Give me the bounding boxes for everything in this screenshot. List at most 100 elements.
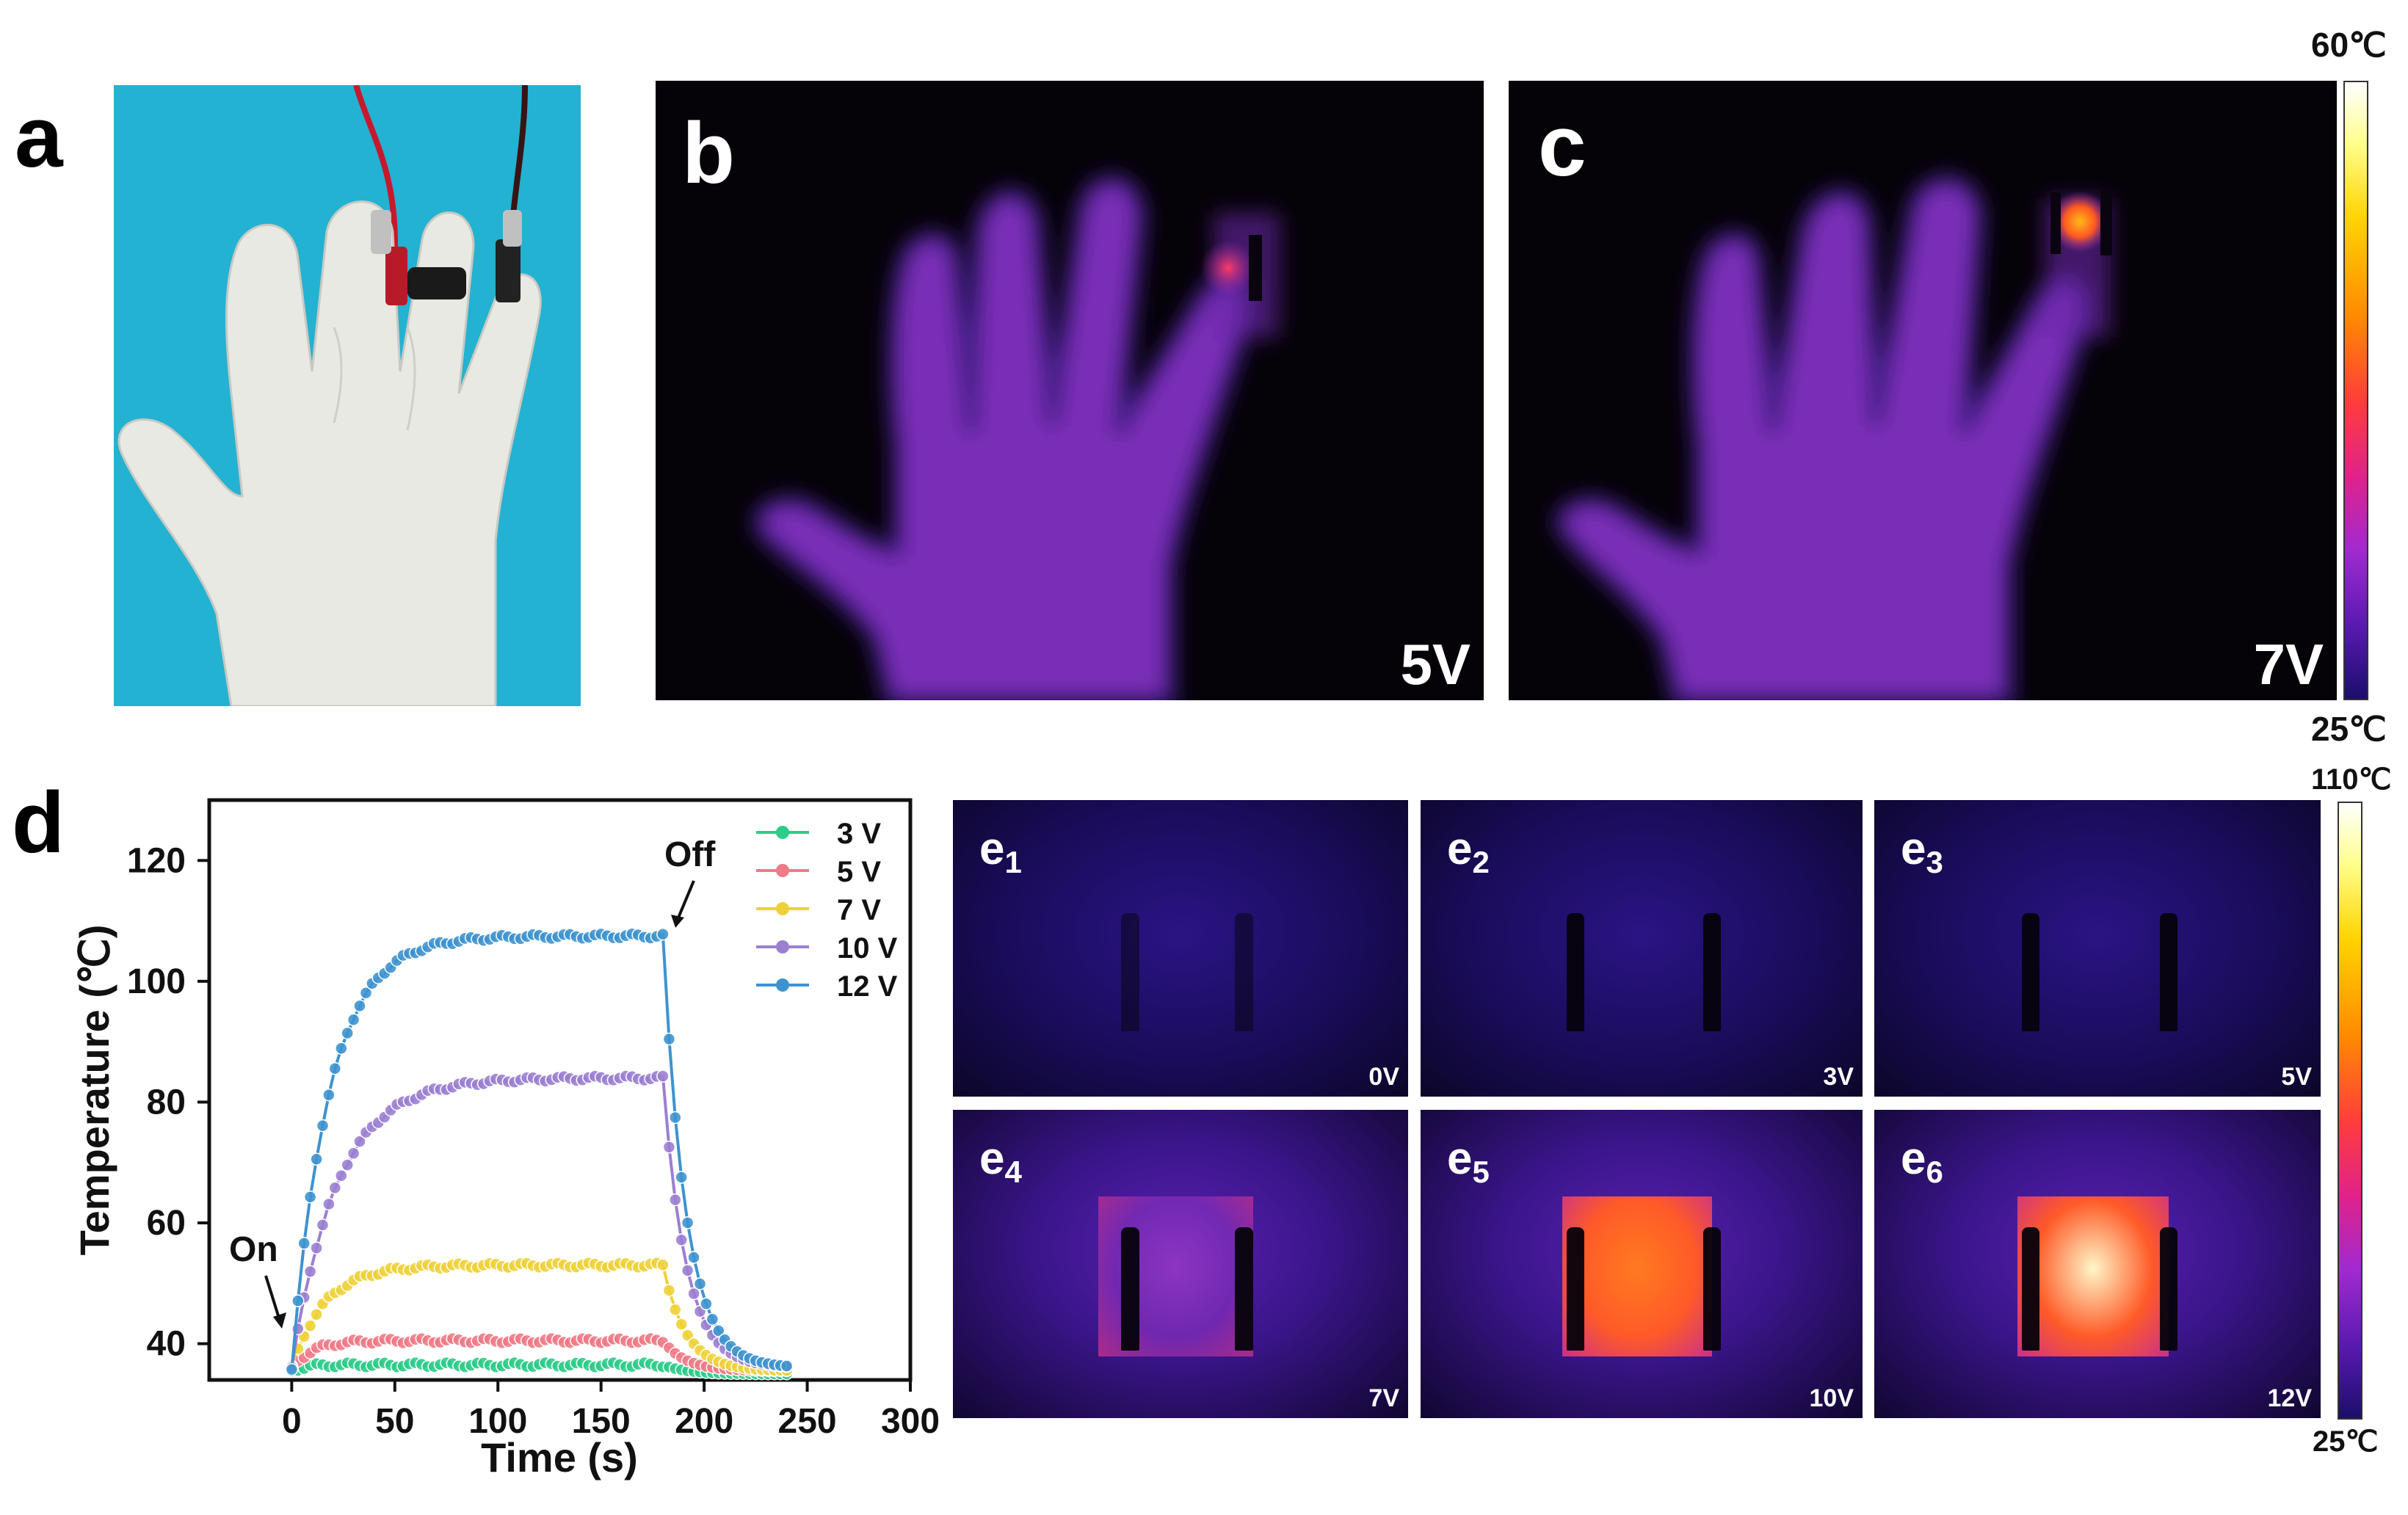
- annotation-on: On: [229, 1230, 278, 1269]
- thermal-tile-e2: e2 3V: [1421, 800, 1863, 1097]
- point-s10-63: [675, 1233, 688, 1247]
- clip-left: [1566, 912, 1584, 1032]
- annotation-off: Off: [664, 835, 716, 874]
- tile-voltage: 7V: [1368, 1384, 1399, 1412]
- legend-label-s3: 3 V: [837, 818, 881, 850]
- tile-index: 4: [1004, 1155, 1022, 1189]
- voltage-label-5v: 5V: [1400, 632, 1470, 697]
- point-s10-65: [687, 1287, 700, 1301]
- point-s10-11: [353, 1135, 366, 1148]
- plot-frame: [207, 798, 913, 1382]
- tile-index: 2: [1472, 845, 1490, 879]
- y-axis-label: Temperature (℃): [71, 925, 117, 1256]
- x-tick-label-1: 50: [375, 1402, 414, 1441]
- tile-voltage: 5V: [2281, 1063, 2312, 1091]
- point-s12-69: [712, 1324, 725, 1337]
- clip-left: [2021, 912, 2039, 1032]
- clip-right: [1235, 912, 1254, 1032]
- tile-index: 1: [1004, 845, 1022, 879]
- legend-marker-s10: [776, 940, 789, 953]
- x-tick-label-6: 300: [881, 1402, 940, 1441]
- panel-label-b: b: [682, 105, 736, 202]
- point-s12-7: [328, 1062, 342, 1075]
- colorbar-bottom-min: 25℃: [2313, 1425, 2379, 1458]
- point-s12-12: [359, 987, 373, 1000]
- point-s10-10: [347, 1147, 360, 1160]
- colorbar-top-min: 25℃: [2311, 710, 2387, 748]
- point-s10-4: [310, 1241, 323, 1255]
- tile-voltage: 0V: [1368, 1063, 1399, 1091]
- y-tick-label-1: 60: [147, 1204, 186, 1243]
- point-s12-61: [662, 1032, 676, 1046]
- point-s12-3: [303, 1191, 317, 1204]
- x-tick-label-4: 200: [675, 1402, 733, 1441]
- point-s12-4: [310, 1152, 323, 1166]
- x-tick-label-5: 250: [778, 1402, 837, 1441]
- series-layer: [285, 927, 794, 1381]
- legend-marker-s5: [776, 864, 789, 877]
- point-s12-1: [291, 1294, 305, 1308]
- tile-voltage: 12V: [2267, 1384, 2313, 1412]
- point-s10-64: [681, 1264, 695, 1277]
- thermal-image-5v: b 5V: [656, 81, 1484, 700]
- point-s12-0: [285, 1362, 299, 1376]
- legend-marker-s12: [776, 978, 789, 992]
- colorbar-bottom-max: 110℃: [2311, 763, 2392, 796]
- point-s7-62: [669, 1303, 682, 1316]
- panel-label-d: d: [12, 774, 65, 871]
- clip-right: [1703, 1227, 1722, 1351]
- tile-letter: e: [979, 1133, 1005, 1184]
- y-tick-label-0: 40: [147, 1325, 186, 1364]
- point-s12-64: [681, 1216, 695, 1229]
- point-s12-80: [780, 1359, 794, 1373]
- colorbar-top: [2343, 81, 2368, 700]
- thermal-tile-e4: e4 7V: [953, 1110, 1408, 1418]
- point-s12-62: [669, 1111, 682, 1125]
- point-s7-4: [310, 1308, 323, 1321]
- point-s12-67: [700, 1297, 713, 1311]
- clip-right: [2160, 912, 2178, 1032]
- tile-voltage: 3V: [1823, 1063, 1854, 1091]
- thermal-tile-e3: e3 5V: [1874, 800, 2321, 1097]
- tile-index: 6: [1926, 1155, 1943, 1189]
- tile-letter: e: [1901, 1133, 1926, 1184]
- tile-letter: e: [979, 824, 1005, 874]
- axis-ticks: 0 50 100 150 200 250 300 40 60 80 100 120: [127, 841, 940, 1441]
- tile-letter: e: [1901, 824, 1926, 874]
- thermal-image-7v: c 7V: [1509, 81, 2337, 700]
- tile-label: e6: [1901, 1136, 1943, 1188]
- tile-index: 3: [1926, 845, 1943, 879]
- legend-label-s7: 7 V: [837, 894, 881, 926]
- legend-label-s12: 12 V: [837, 970, 898, 1003]
- point-s12-66: [693, 1277, 707, 1290]
- panel-label-a: a: [15, 89, 63, 186]
- point-s7-63: [675, 1318, 688, 1331]
- point-s7-60: [656, 1258, 670, 1272]
- point-s12-65: [687, 1251, 700, 1264]
- legend-marker-s3: [776, 826, 789, 839]
- tile-letter: e: [1447, 1133, 1473, 1184]
- point-s12-63: [675, 1171, 688, 1184]
- annotation-off-arrow: [675, 880, 695, 922]
- clip-left: [2021, 1227, 2039, 1351]
- tile-label: e3: [1901, 826, 1943, 878]
- clip-left: [1566, 1227, 1584, 1351]
- voltage-label-7v: 7V: [2253, 632, 2324, 697]
- tile-index: 5: [1472, 1155, 1490, 1189]
- clip-left: [1121, 912, 1140, 1032]
- point-s12-60: [656, 927, 670, 941]
- point-s10-9: [341, 1158, 354, 1171]
- point-s12-11: [353, 999, 366, 1013]
- point-s7-3: [303, 1319, 317, 1332]
- point-s7-61: [662, 1284, 676, 1297]
- legend-label-s10: 10 V: [837, 932, 898, 964]
- tile-label: e2: [1447, 826, 1490, 878]
- x-axis-label: Time (s): [481, 1434, 638, 1481]
- tile-label: e4: [979, 1136, 1022, 1188]
- y-tick-label-2: 80: [147, 1083, 186, 1122]
- point-s12-9: [341, 1026, 354, 1040]
- panel-label-c: c: [1538, 98, 1586, 195]
- point-s10-61: [662, 1141, 676, 1154]
- point-s10-8: [335, 1169, 348, 1182]
